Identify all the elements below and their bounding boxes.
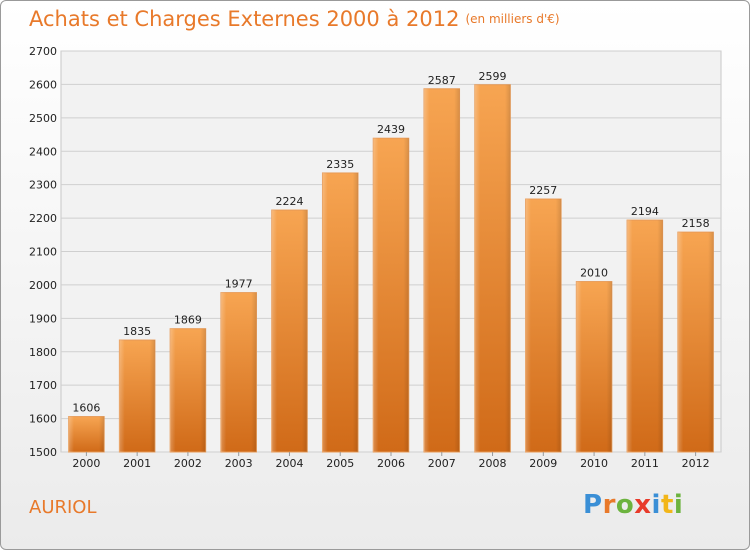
bar-shading — [576, 281, 612, 452]
y-tick-label: 1800 — [29, 346, 57, 359]
y-tick-label: 2500 — [29, 112, 57, 125]
bar-shading — [424, 88, 460, 452]
bar-shading — [322, 172, 358, 453]
y-tick-label: 2300 — [29, 179, 57, 192]
x-tick-label: 2003 — [225, 457, 253, 470]
bar-value-label: 2587 — [428, 74, 456, 87]
bar-value-label: 1606 — [72, 402, 100, 415]
bar-shading — [170, 328, 206, 452]
x-tick-label: 2006 — [377, 457, 405, 470]
y-tick-label: 1900 — [29, 312, 57, 325]
x-tick-label: 2011 — [631, 457, 659, 470]
x-tick-label: 2005 — [326, 457, 354, 470]
chart-unit: (en milliers d'€) — [465, 12, 560, 26]
y-tick-label: 2200 — [29, 212, 57, 225]
y-tick-label: 2000 — [29, 279, 57, 292]
y-tick-label: 2100 — [29, 246, 57, 259]
x-tick-label: 2002 — [174, 457, 202, 470]
logo-letter: x — [634, 490, 652, 520]
logo-letter: P — [583, 490, 603, 520]
y-tick-label: 1700 — [29, 379, 57, 392]
logo-letter: t — [660, 490, 674, 520]
bar-shading — [627, 220, 663, 452]
bar-shading — [271, 210, 308, 452]
y-tick-label: 1500 — [29, 446, 57, 459]
proxiti-logo: Proxiti — [583, 490, 683, 520]
x-tick-label: 2004 — [275, 457, 303, 470]
logo-letter: i — [673, 490, 684, 520]
bar-shading — [220, 292, 257, 452]
bar-value-label: 2257 — [529, 184, 557, 197]
y-tick-label: 2600 — [29, 78, 57, 91]
y-tick-label: 2700 — [29, 45, 57, 58]
chart-title: Achats et Charges Externes 2000 à 2012 (e… — [29, 7, 560, 31]
bar-value-label: 2158 — [682, 217, 710, 230]
bar-value-label: 1977 — [225, 278, 253, 291]
city-name: AURIOL — [29, 497, 97, 518]
bar-shading — [68, 416, 105, 452]
x-tick-label: 2001 — [123, 457, 151, 470]
logo-letter: r — [602, 490, 616, 520]
bar-value-label: 2010 — [580, 267, 608, 280]
x-tick-label: 2000 — [72, 457, 100, 470]
bar-value-label: 2599 — [479, 70, 507, 83]
y-tick-label: 1600 — [29, 413, 57, 426]
y-tick-label: 2400 — [29, 145, 57, 158]
bar-value-label: 2335 — [326, 158, 354, 171]
x-tick-label: 2009 — [529, 457, 557, 470]
bar-value-label: 2194 — [631, 205, 659, 218]
x-tick-label: 2010 — [580, 457, 608, 470]
bar-shading — [373, 138, 409, 452]
bar-shading — [474, 84, 511, 453]
logo-letter: o — [615, 490, 635, 520]
bar-shading — [119, 340, 155, 452]
bar-value-label: 1869 — [174, 314, 202, 327]
bar-shading — [677, 232, 714, 452]
bar-shading — [525, 199, 562, 452]
bar-value-label: 2224 — [275, 195, 303, 208]
chart-title-text: Achats et Charges Externes 2000 à 2012 — [29, 7, 460, 31]
x-tick-label: 2007 — [428, 457, 456, 470]
x-tick-label: 2012 — [682, 457, 710, 470]
logo-letter: i — [651, 490, 661, 520]
bar-value-label: 2439 — [377, 123, 405, 136]
bar-value-label: 1835 — [123, 325, 151, 338]
x-tick-label: 2008 — [479, 457, 507, 470]
